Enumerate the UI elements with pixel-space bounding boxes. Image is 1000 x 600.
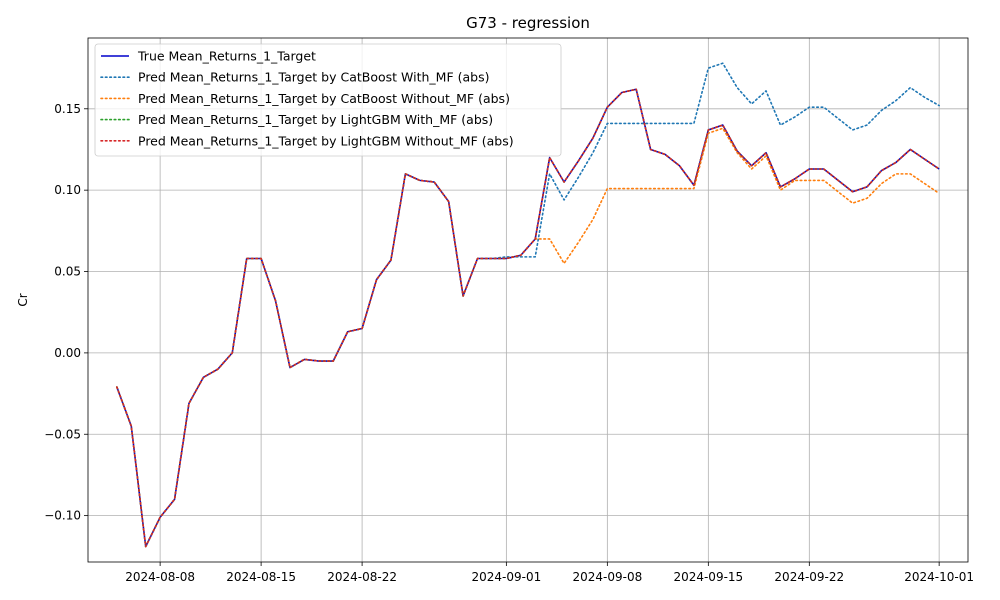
- y-tick-label: 0.00: [54, 346, 81, 360]
- x-tick-label: 2024-08-08: [125, 570, 195, 584]
- legend-entry-label: Pred Mean_Returns_1_Target by LightGBM W…: [138, 112, 493, 127]
- y-tick-label: 0.15: [54, 102, 81, 116]
- x-tick-label: 2024-08-15: [226, 570, 296, 584]
- legend-entry-label: True Mean_Returns_1_Target: [137, 49, 316, 64]
- x-tick-label: 2024-09-22: [774, 570, 844, 584]
- y-tick-label: −0.10: [44, 509, 81, 523]
- chart-title: G73 - regression: [466, 14, 590, 32]
- y-tick-label: 0.10: [54, 183, 81, 197]
- series-line-pred-mean-returns-1-target-by-catboost-with-mf-abs: [116, 62, 940, 548]
- x-tick-label: 2024-09-01: [471, 570, 541, 584]
- series-lines: [116, 62, 940, 548]
- legend: True Mean_Returns_1_Target Pred Mean_Retu…: [94, 43, 562, 157]
- legend-entry-label: Pred Mean_Returns_1_Target by LightGBM W…: [138, 133, 514, 148]
- y-axis-label: Cr: [16, 293, 30, 306]
- legend-entry-label: Pred Mean_Returns_1_Target by CatBoost W…: [138, 91, 510, 106]
- axis-ticks: 2024-08-08 2024-08-15 2024-08-22 2024-09-01…: [44, 102, 974, 584]
- x-tick-label: 2024-09-15: [673, 570, 743, 584]
- legend-box: [94, 43, 562, 157]
- x-tick-label: 2024-10-01: [904, 570, 974, 584]
- y-tick-label: −0.05: [44, 427, 81, 441]
- series-line-pred-mean-returns-1-target-by-catboost-without-mf-abs: [116, 127, 940, 548]
- legend-entry-label: Pred Mean_Returns_1_Target by CatBoost W…: [138, 70, 489, 85]
- series-line-true-mean-returns-1-target: [116, 88, 940, 548]
- y-tick-label: 0.05: [54, 265, 81, 279]
- x-tick-label: 2024-08-22: [327, 570, 397, 584]
- plot-frame: [87, 37, 969, 563]
- x-tick-label: 2024-09-08: [572, 570, 642, 584]
